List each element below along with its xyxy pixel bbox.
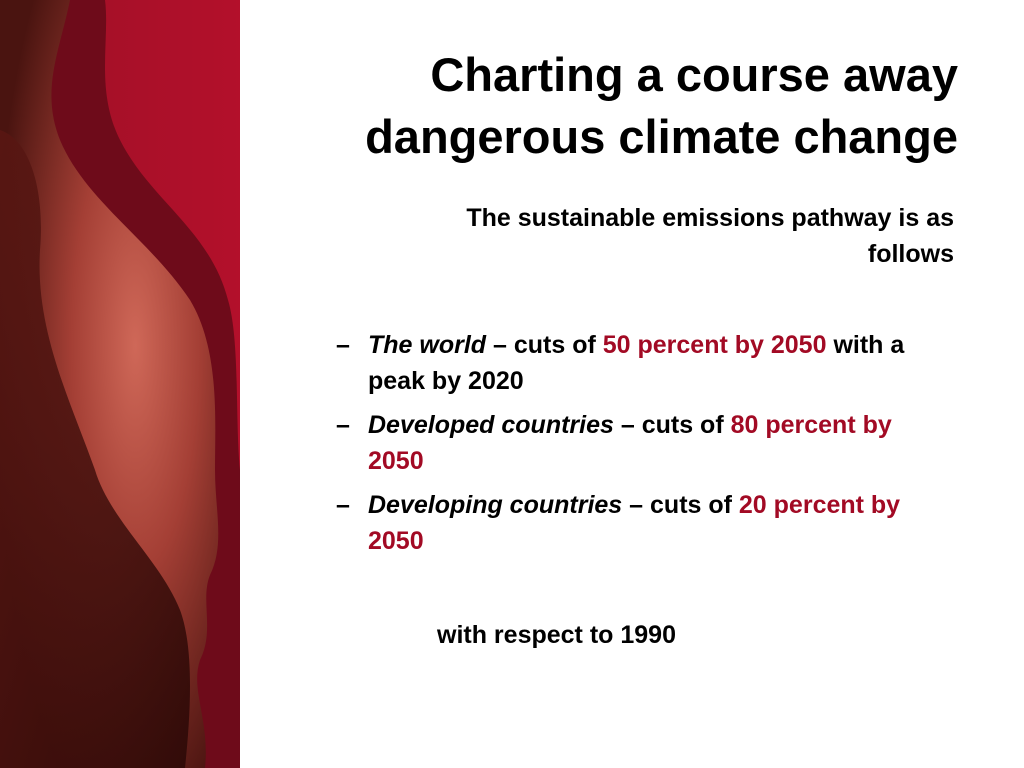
bullet-target: 50 percent by 2050 <box>602 331 827 359</box>
bullet-target: 20 percent by 2050 <box>368 491 901 555</box>
decorative-face-silhouette-art <box>0 0 240 768</box>
baseline-note: with respect to 1990 <box>437 621 676 649</box>
bullet-dash: – <box>336 411 350 439</box>
bullet-dash: – <box>336 331 350 359</box>
subtitle-line-2: follows <box>867 240 954 268</box>
bullet-developing-countries: – Developing countries – cuts of 20 perc… <box>330 487 930 559</box>
bullet-list: – The world – cuts of 50 percent by 2050… <box>330 327 930 567</box>
bullet-subject: Developed countries <box>368 411 614 439</box>
slide-subtitle: The sustainable emissions pathway is as … <box>270 200 954 272</box>
bullet-target: 80 percent by 2050 <box>368 411 892 475</box>
bullet-world: – The world – cuts of 50 percent by 2050… <box>330 327 930 399</box>
title-line-2: dangerous climate change <box>365 110 958 163</box>
bullet-connector: – cuts of <box>622 491 739 519</box>
art-shadow-profile <box>0 130 190 768</box>
bullet-developed-countries: – Developed countries – cuts of 80 perce… <box>330 407 930 479</box>
bullet-tail: with a peak by 2020 <box>368 331 905 395</box>
title-line-1: Charting a course away <box>430 48 958 101</box>
subtitle-line-1: The sustainable emissions pathway is as <box>466 204 954 232</box>
bullet-subject: Developing countries <box>368 491 623 519</box>
bullet-subject: The world <box>368 331 487 359</box>
bullet-connector: – cuts of <box>486 331 603 359</box>
bullet-dash: – <box>336 491 350 519</box>
slide-title: Charting a course away dangerous climate… <box>244 44 958 168</box>
bullet-connector: – cuts of <box>613 411 731 439</box>
